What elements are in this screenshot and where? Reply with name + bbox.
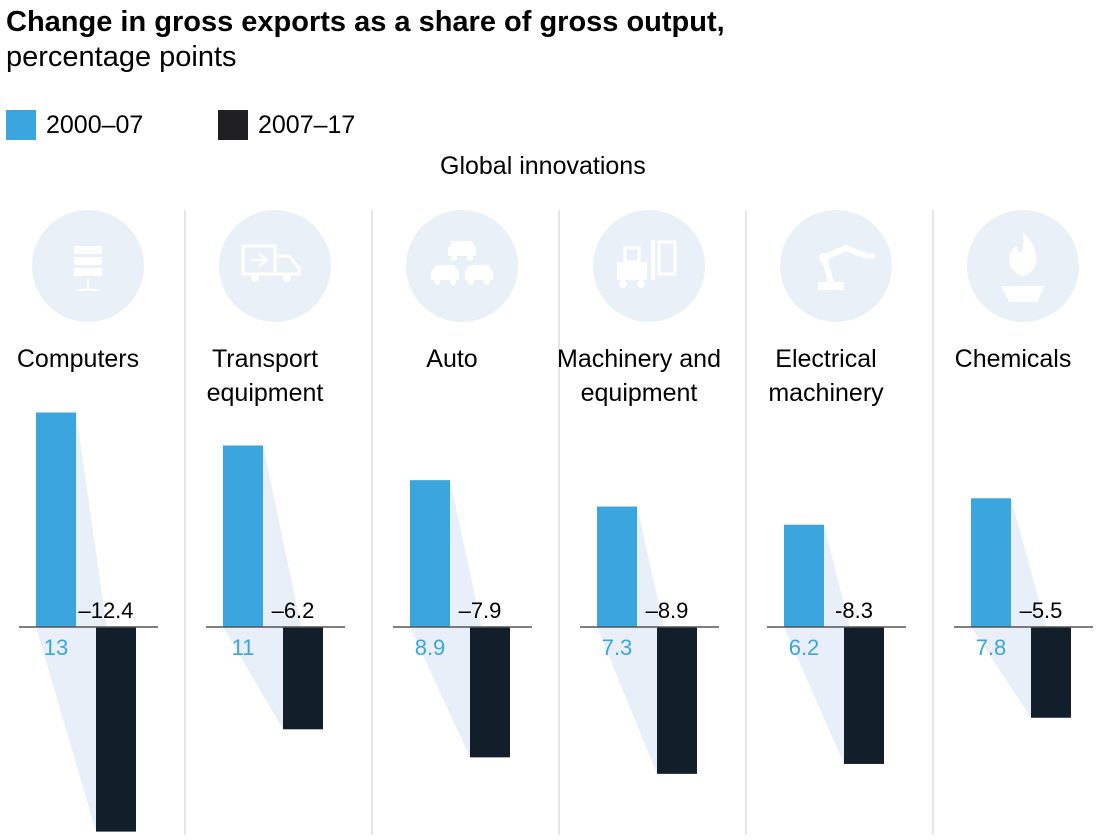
- robot-joint: [819, 253, 829, 263]
- value-label-2007-17-chemicals: –5.5: [1020, 598, 1063, 623]
- truck-wheel: [283, 274, 291, 282]
- robot-tool: [869, 253, 875, 259]
- panel-chemicals: Chemicals 7.8 –5.5: [954, 210, 1093, 718]
- icon-circle-auto: [406, 210, 518, 322]
- truck-arrow: [251, 253, 270, 267]
- bar-2007-17-computers: [96, 627, 136, 832]
- category-label-transport-equipment: Transport: [212, 345, 318, 373]
- value-label-2007-17-machinery-and-equipment: –8.9: [646, 598, 689, 623]
- value-label-2000-07-chemicals: 7.8: [976, 635, 1007, 660]
- car-right-wheel: [484, 279, 490, 285]
- bar-2000-07-transport-equipment: [223, 445, 263, 627]
- bar-2007-17-electrical-machinery: [844, 627, 884, 764]
- truck-body: [241, 244, 301, 276]
- forklift-crate: [657, 240, 677, 276]
- category-label-electrical-machinery: machinery: [768, 379, 884, 407]
- panel-transport-equipment: Transport equipment 11 –6.2: [206, 210, 345, 730]
- legend-label-2000-07: 2000–07: [46, 110, 144, 139]
- car-top-wheel: [451, 255, 457, 261]
- bar-2007-17-machinery-and-equipment: [657, 627, 697, 774]
- legend-item-2000-07: 2000–07: [6, 110, 143, 140]
- bar-2000-07-computers: [36, 412, 76, 627]
- legend-swatch-2000-07: [6, 110, 36, 140]
- burner: [1001, 286, 1045, 302]
- car-right-wheel: [468, 279, 474, 285]
- value-label-2007-17-auto: –7.9: [459, 598, 502, 623]
- value-label-2007-17-electrical-machinery: -8.3: [835, 598, 873, 623]
- chart-title-line-2: percentage points: [6, 41, 237, 73]
- server-unit: [74, 257, 102, 265]
- forklift-wheel: [637, 280, 645, 288]
- car-top: [448, 241, 476, 256]
- truck-wheel: [251, 274, 259, 282]
- server-unit: [74, 246, 102, 254]
- category-label-transport-equipment: equipment: [207, 379, 324, 407]
- category-label-chemicals: Chemicals: [955, 345, 1072, 373]
- group-label-text: Global innovations: [440, 152, 646, 180]
- legend-item-2007-17: 2007–17: [218, 110, 355, 140]
- bar-2007-17-transport-equipment: [283, 627, 323, 730]
- legend-swatch-2007-17: [218, 110, 248, 140]
- category-label-machinery-and-equipment: Machinery and: [557, 345, 721, 373]
- truck-icon: [241, 244, 301, 282]
- category-label-auto: Auto: [426, 345, 477, 373]
- panel-machinery-and-equipment: Machinery and equipment 7.3 –8.9: [557, 210, 721, 774]
- value-label-2000-07-transport-equipment: 11: [232, 635, 255, 660]
- forklift-body: [617, 262, 647, 280]
- icon-circle-computers: [32, 210, 144, 322]
- forklift-cab: [623, 246, 641, 264]
- bar-2000-07-electrical-machinery: [784, 524, 824, 627]
- forklift-mast: [651, 240, 655, 280]
- server-unit: [74, 268, 102, 276]
- value-label-2007-17-computers: –12.4: [78, 598, 133, 623]
- panel-electrical-machinery: Electrical machinery 6.2 -8.3: [767, 210, 906, 764]
- category-label-computers: Computers: [17, 345, 139, 373]
- car-left-wheel: [450, 279, 456, 285]
- value-label-2000-07-electrical-machinery: 6.2: [789, 635, 820, 660]
- bar-2007-17-auto: [470, 627, 510, 758]
- flame: [1009, 232, 1037, 276]
- category-label-electrical-machinery: Electrical: [775, 345, 876, 373]
- category-label-machinery-and-equipment: equipment: [581, 379, 698, 407]
- bar-2000-07-chemicals: [971, 498, 1011, 627]
- icon-circle-electrical-machinery: [780, 210, 892, 322]
- value-label-2000-07-machinery-and-equipment: 7.3: [602, 635, 633, 660]
- value-label-2007-17-transport-equipment: –6.2: [272, 598, 315, 623]
- flame-burner-icon: [1001, 232, 1045, 302]
- bar-2007-17-chemicals: [1031, 627, 1071, 718]
- chart-title: Change in gross exports as a share of gr…: [6, 4, 1006, 74]
- server-rack-icon: [74, 246, 102, 291]
- robot-arm-icon: [818, 245, 875, 290]
- car-top-wheel: [467, 255, 473, 261]
- panel-auto: Auto 8.9 –7.9: [393, 210, 532, 758]
- car-left-wheel: [434, 279, 440, 285]
- cars-icon: [431, 241, 493, 285]
- robot-arm: [821, 245, 869, 285]
- value-label-2000-07-auto: 8.9: [415, 635, 446, 660]
- panel-computers: Computers 13 –12.4: [17, 210, 158, 832]
- value-label-2000-07-computers: 13: [44, 635, 68, 660]
- icon-circle-machinery-and-equipment: [593, 210, 705, 322]
- bar-2000-07-auto: [410, 480, 450, 627]
- robot-base: [818, 282, 844, 290]
- chart-title-line-1: Change in gross exports as a share of gr…: [6, 6, 725, 38]
- forklift-wheel: [619, 280, 627, 288]
- forklift-icon: [617, 240, 677, 288]
- car-right: [465, 265, 493, 280]
- bar-2000-07-machinery-and-equipment: [597, 506, 637, 627]
- legend-label-2007-17: 2007–17: [258, 110, 356, 139]
- car-left: [431, 265, 459, 280]
